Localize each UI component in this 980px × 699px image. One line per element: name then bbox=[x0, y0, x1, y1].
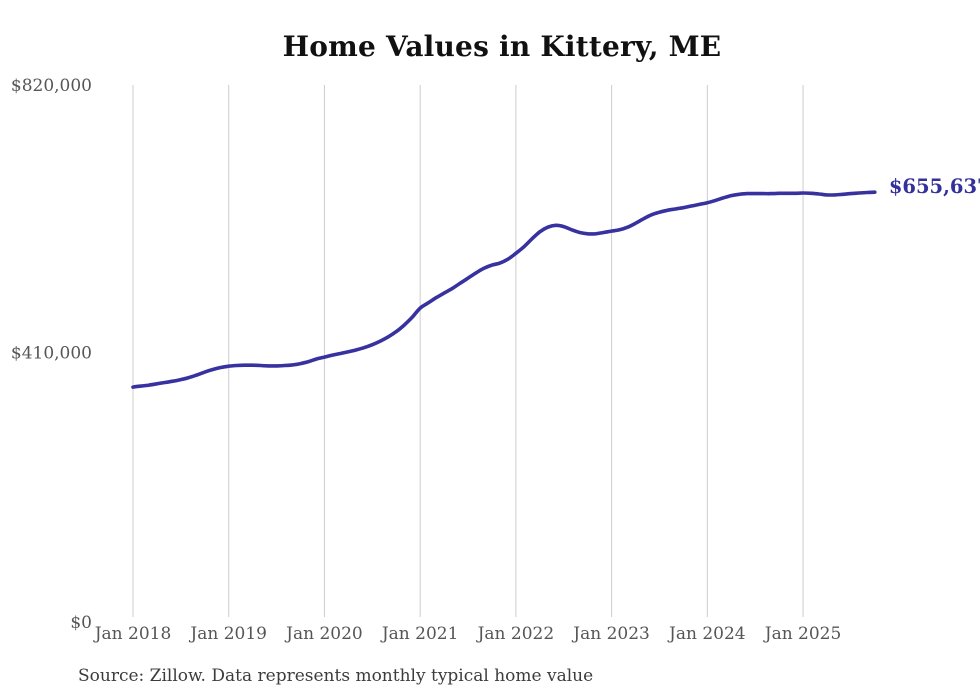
x-tick-label: Jan 2023 bbox=[571, 624, 650, 644]
x-tick-label: Jan 2025 bbox=[763, 624, 842, 644]
y-tick-label: $820,000 bbox=[11, 76, 92, 96]
y-tick-label: $410,000 bbox=[11, 344, 92, 364]
x-tick-label: Jan 2018 bbox=[93, 624, 172, 644]
x-tick-label: Jan 2019 bbox=[188, 624, 267, 644]
x-tick-label: Jan 2024 bbox=[667, 624, 746, 644]
home-value-line bbox=[131, 190, 877, 389]
y-tick-label: $0 bbox=[70, 613, 92, 633]
x-tick-label: Jan 2020 bbox=[284, 624, 363, 644]
x-tick-label: Jan 2022 bbox=[476, 624, 555, 644]
end-value-label: $655,637 bbox=[889, 175, 980, 198]
source-note: Source: Zillow. Data represents monthly … bbox=[78, 666, 594, 686]
x-tick-label: Jan 2021 bbox=[380, 624, 459, 644]
home-values-line-chart: Jan 2018 Jan 2019 Jan 2020 Jan 2021 Jan 2022… bbox=[11, 76, 980, 644]
chart-title: Home Values in Kittery, ME bbox=[282, 30, 722, 63]
